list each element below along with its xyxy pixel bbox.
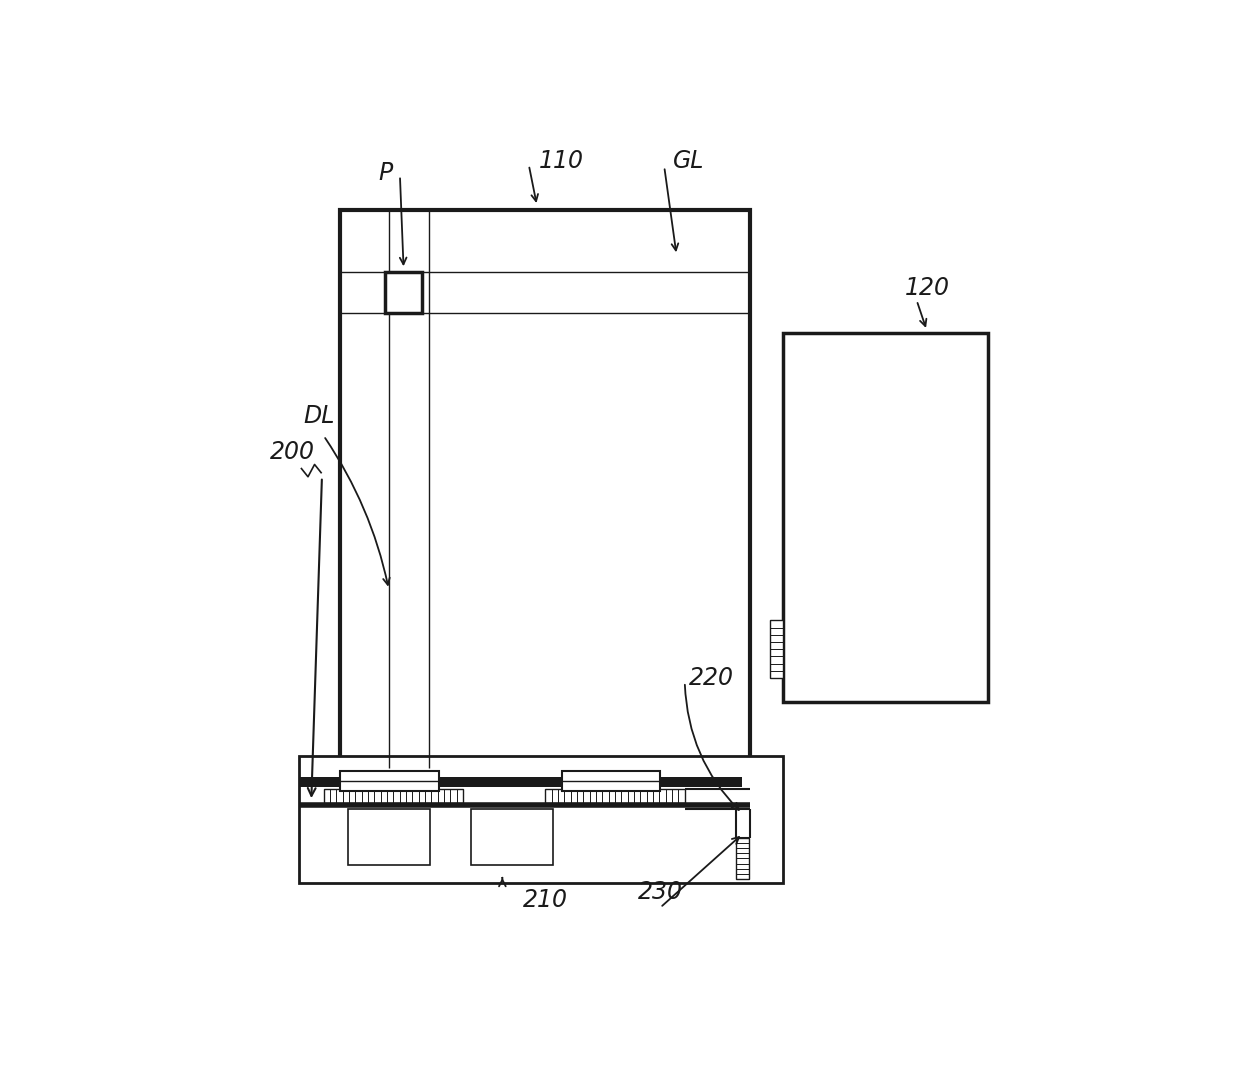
Bar [471, 809, 553, 865]
Bar [324, 789, 463, 804]
Bar [348, 809, 430, 865]
Bar [299, 777, 743, 787]
Bar [340, 771, 439, 791]
Text: P: P [378, 161, 392, 185]
Text: 230: 230 [637, 879, 683, 904]
Bar [299, 756, 784, 883]
Text: 110: 110 [539, 149, 584, 173]
Text: 220: 220 [689, 666, 734, 690]
Bar [737, 838, 749, 879]
Text: DL: DL [303, 404, 335, 427]
Bar [784, 333, 988, 702]
Bar [770, 620, 784, 678]
Text: 200: 200 [270, 440, 315, 465]
Bar [386, 272, 422, 312]
Text: 120: 120 [904, 276, 950, 301]
Text: 210: 210 [523, 888, 568, 911]
Bar [562, 771, 660, 791]
Bar [340, 210, 750, 769]
Bar [546, 789, 684, 804]
Text: GL: GL [673, 149, 704, 173]
